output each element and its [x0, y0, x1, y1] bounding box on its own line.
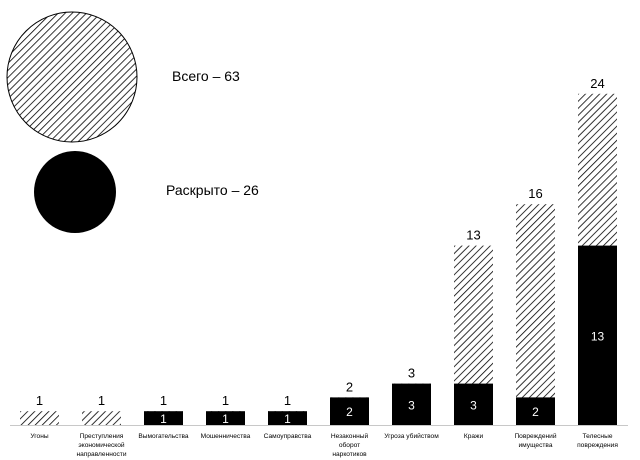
category-label: Повреждений имущества: [514, 432, 556, 449]
bar-solved: [330, 397, 369, 425]
bar-total-value: 13: [466, 228, 480, 243]
category-label: Незаконный оборот наркотиков: [331, 432, 369, 458]
legend-total-marker: [6, 11, 138, 143]
bar-labels-group: 1 1 1 1 1 1 1 1 2 2 3 3 3 13 2 16 13 24: [36, 76, 605, 426]
bar-solved: [578, 245, 617, 425]
bar-total-value: 3: [408, 366, 415, 381]
bar-solved-value: 2: [346, 405, 353, 419]
bar-solved: [268, 411, 307, 425]
legend: Всего – 63 Раскрыто – 26: [6, 11, 259, 233]
bar-total-value: 1: [160, 393, 167, 408]
bar-solved-value: 3: [470, 398, 477, 412]
category-label: Угоны: [30, 433, 48, 440]
bar-total-value: 1: [98, 393, 105, 408]
bar-total: [82, 411, 121, 425]
bar-solved: [144, 411, 183, 425]
bar-solved-value: 13: [591, 329, 605, 343]
bar-total-value: 16: [528, 186, 542, 201]
legend-total-label: Всего – 63: [172, 68, 240, 84]
category-label: Преступления экономической направленности: [76, 433, 126, 458]
category-label: Вымогательства: [138, 433, 189, 440]
bar-solved: [516, 397, 555, 425]
bar-solved: [454, 383, 493, 425]
bar-total: [20, 411, 59, 425]
bar-solved-value: 1: [160, 412, 167, 426]
category-label: Телесные повреждения: [577, 433, 618, 449]
bar-solved: [392, 383, 431, 425]
bar-solved-value: 1: [284, 412, 291, 426]
bar-total-value: 1: [222, 393, 229, 408]
bar-solved-value: 2: [532, 405, 539, 419]
category-label: Самоуправства: [264, 433, 312, 440]
bar-solved-value: 1: [222, 412, 229, 426]
legend-solved-label: Раскрыто – 26: [166, 182, 259, 198]
bar-total-value: 2: [346, 379, 353, 394]
bar-solved-value: 3: [408, 398, 415, 412]
category-label: Угроза убийством: [384, 432, 439, 440]
bar-total: [516, 204, 555, 425]
category-labels-group: Угоны Преступления экономической направленн…: [30, 432, 618, 458]
category-label: Мошенничества: [201, 433, 251, 440]
bar-total-value: 24: [590, 76, 604, 91]
bar-total-value: 1: [284, 393, 291, 408]
legend-solved-marker: [34, 151, 116, 233]
bar-total-value: 1: [36, 393, 43, 408]
bar-solved: [206, 411, 245, 425]
category-label: Кражи: [464, 433, 484, 440]
bars-group: [20, 93, 617, 426]
